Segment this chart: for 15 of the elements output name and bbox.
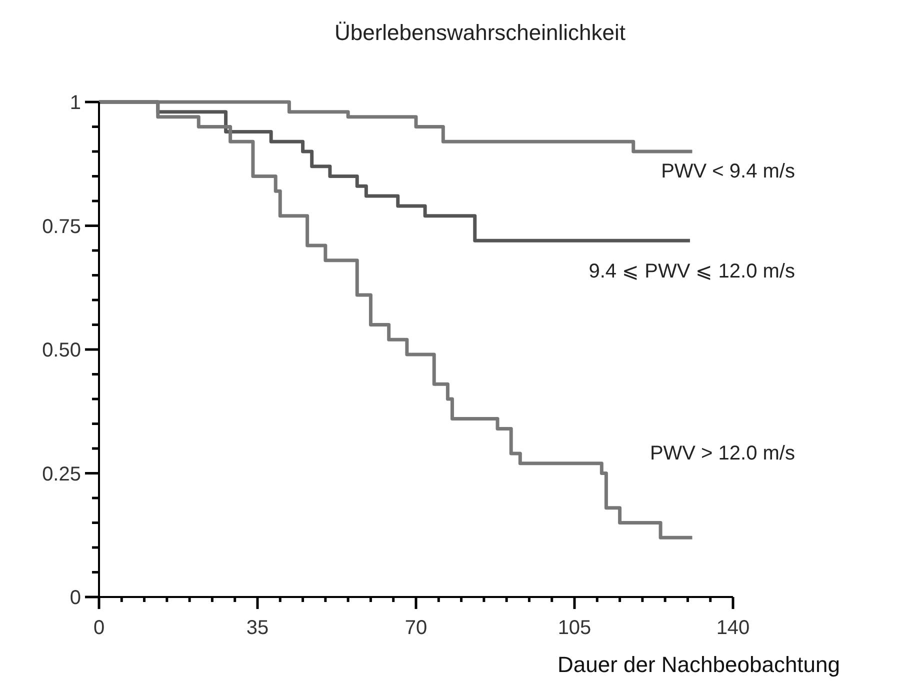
text: PWV > 12.0 m/s: [650, 442, 795, 465]
x-tick-label: 35: [246, 617, 269, 639]
chart-title: Überlebenswahrscheinlichkeit: [334, 20, 626, 45]
y-tick-label: 0.50: [42, 340, 81, 362]
x-tick-label: 105: [558, 617, 592, 639]
series-label: 9.4 ⩽ PWV ⩽ 12.0 m/s: [588, 260, 795, 283]
x-tick-label: 70: [404, 617, 428, 639]
x-tick-label: 140: [716, 617, 750, 639]
y-tick-label: 0: [70, 587, 81, 609]
x-axis-title: Dauer der Nachbeobachtung: [557, 652, 840, 677]
series-label: PWV < 9.4 m/s: [661, 160, 795, 182]
x-tick-label: 0: [93, 617, 105, 639]
y-tick-label: 1: [70, 92, 81, 114]
y-tick-label: 0.25: [42, 463, 81, 486]
y-tick-label: 0.75: [42, 216, 81, 238]
